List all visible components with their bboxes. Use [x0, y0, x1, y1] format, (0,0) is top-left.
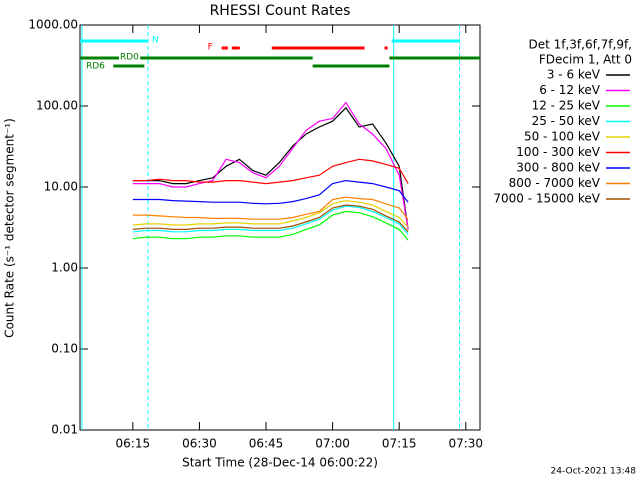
flag-label-bg — [119, 52, 141, 63]
y-tick-label: 0.01 — [51, 423, 78, 437]
flag-label: RD6 — [86, 62, 105, 72]
series-line — [132, 196, 409, 220]
x-tick-label: 07:15 — [382, 437, 417, 451]
legend-label: 25 - 50 keV — [532, 114, 601, 128]
legend-label: 3 - 6 keV — [547, 68, 601, 82]
legend-label: 7000 - 15000 keV — [493, 192, 600, 206]
series-line — [132, 179, 409, 205]
flag-label: RD0 — [120, 53, 139, 63]
series-line — [132, 205, 409, 235]
flag-label: F — [208, 43, 213, 53]
legend-header: FDecim 1, Att 0 — [539, 53, 632, 67]
series-line — [132, 106, 409, 230]
x-tick-label: 07:00 — [315, 437, 350, 451]
y-tick-label: 1000.00 — [28, 18, 78, 32]
series-line — [132, 210, 409, 241]
footer: 24-Oct-2021 13:48 — [551, 467, 637, 477]
y-tick-label: 0.10 — [51, 342, 78, 356]
legend-label: 12 - 25 keV — [532, 99, 601, 113]
x-tick-label: 06:30 — [182, 437, 217, 451]
legend-label: 6 - 12 keV — [539, 83, 601, 97]
series-line — [132, 199, 409, 228]
y-tick-label: 100.00 — [36, 99, 78, 113]
series-line — [132, 101, 409, 230]
flag-label-bg — [85, 61, 107, 72]
legend-header: Det 1f,3f,6f,7f,9f, — [528, 38, 632, 52]
legend-label: 50 - 100 keV — [524, 130, 601, 144]
legend-label: 800 - 7000 keV — [509, 176, 601, 190]
flag-label: N — [152, 36, 159, 46]
y-tick-label: 10.00 — [44, 180, 78, 194]
x-axis-label: Start Time (28-Dec-14 06:00:22) — [182, 456, 378, 470]
x-tick-label: 06:15 — [116, 437, 151, 451]
series-line — [132, 158, 409, 185]
x-tick-label: 07:30 — [448, 437, 483, 451]
legend-label: 300 - 800 keV — [516, 161, 600, 175]
plot-frame — [79, 24, 481, 431]
series-line — [132, 204, 409, 233]
legend-label: 100 - 300 keV — [516, 145, 600, 159]
y-tick-label: 1.00 — [51, 261, 78, 275]
y-axis-label: Count Rate (s⁻¹ detector segment⁻¹) — [3, 118, 17, 338]
chart-title: RHESSI Count Rates — [210, 3, 351, 19]
x-tick-label: 06:45 — [249, 437, 284, 451]
